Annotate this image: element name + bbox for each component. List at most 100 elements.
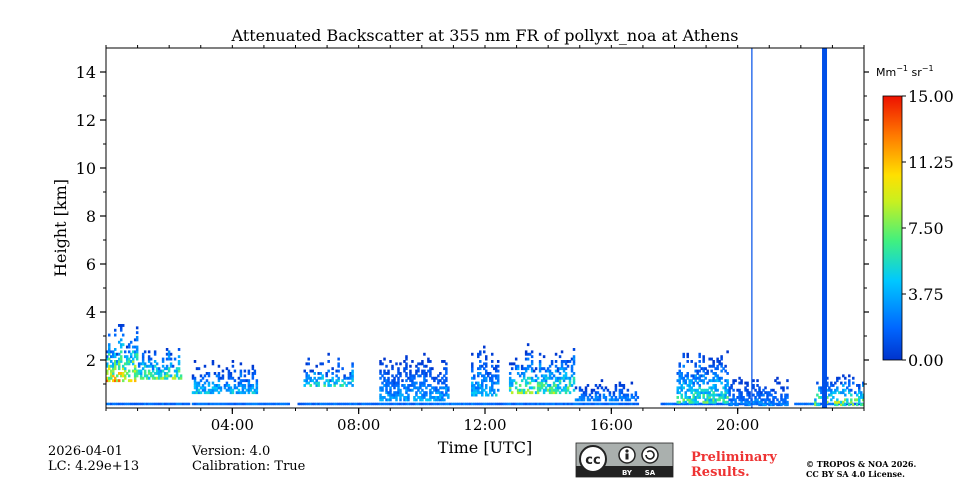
heat-cell — [706, 381, 709, 385]
heat-cell — [421, 393, 424, 397]
heat-cell — [678, 362, 681, 366]
heat-cell — [395, 384, 398, 387]
heat-cell — [135, 374, 139, 378]
heat-cell — [385, 386, 388, 390]
heat-cell — [846, 386, 849, 390]
heat-cell — [550, 386, 554, 390]
heat-cell — [193, 379, 197, 383]
heat-cell — [724, 400, 727, 404]
heat-cell — [383, 402, 386, 406]
heat-cell — [624, 393, 628, 397]
heat-cell — [173, 369, 177, 373]
heat-cell — [802, 402, 805, 406]
heat-cell — [720, 364, 723, 368]
heat-cell — [526, 364, 530, 368]
heat-cell — [496, 369, 500, 373]
heat-cell — [233, 369, 237, 373]
heat-cell — [612, 393, 616, 397]
heat-cell — [858, 388, 861, 392]
vertical-streak — [751, 48, 753, 408]
heat-cell — [119, 326, 123, 330]
heat-cell — [387, 398, 390, 402]
heat-cell — [165, 357, 169, 361]
heat-cell — [425, 402, 428, 406]
heat-cell — [518, 391, 522, 395]
heat-cell — [548, 386, 552, 390]
heat-cell — [219, 388, 223, 392]
heat-cell — [477, 372, 480, 375]
heat-cell — [427, 384, 430, 387]
heat-cell — [578, 388, 582, 392]
heat-cell — [135, 345, 139, 349]
heat-cell — [520, 364, 524, 368]
heat-cell — [600, 402, 604, 406]
heat-cell — [421, 372, 424, 375]
heat-cell — [397, 381, 400, 385]
heat-cell — [734, 403, 737, 407]
heat-cell — [133, 379, 137, 383]
heat-cell — [552, 384, 556, 387]
heat-cell — [165, 402, 169, 406]
heat-cell — [508, 372, 512, 375]
heat-cell — [686, 355, 689, 359]
heat-cell — [129, 379, 133, 383]
heat-cell — [437, 396, 440, 399]
heat-cell — [676, 388, 679, 392]
heat-cell — [123, 402, 127, 406]
heat-cell — [762, 398, 765, 402]
heat-cell — [718, 396, 721, 399]
heat-cell — [173, 376, 177, 380]
heat-cell — [251, 364, 255, 368]
heat-cell — [135, 402, 139, 406]
heat-cell — [764, 400, 767, 404]
heat-cell — [684, 379, 687, 383]
heat-cell — [349, 402, 352, 406]
heat-cell — [405, 367, 408, 371]
heat-cell — [542, 374, 546, 378]
heat-cell — [528, 391, 532, 395]
heat-cell — [441, 381, 444, 385]
heat-cell — [349, 372, 352, 375]
heat-cell — [107, 352, 111, 356]
heat-cell — [614, 396, 618, 399]
heat-cell — [343, 374, 346, 378]
heat-cell — [443, 367, 446, 371]
heat-cell — [439, 393, 442, 397]
heat-cell — [536, 388, 540, 392]
heat-cell — [133, 352, 137, 356]
heat-cell — [834, 391, 837, 395]
heat-cell — [692, 374, 695, 378]
heat-cell — [570, 384, 574, 387]
heat-cell — [690, 402, 693, 406]
heat-cell — [437, 398, 440, 402]
heat-cell — [439, 379, 442, 383]
heat-cell — [680, 396, 683, 399]
heat-cell — [127, 362, 131, 366]
heat-cell — [106, 362, 109, 366]
heat-cell — [720, 396, 723, 399]
heat-cell — [157, 367, 161, 371]
heat-cell — [239, 372, 243, 375]
heat-cell — [604, 386, 608, 390]
heat-cell — [477, 367, 480, 371]
heat-cell — [742, 396, 745, 399]
heat-cell — [427, 369, 430, 373]
heat-cell — [726, 396, 729, 399]
heat-cell — [147, 350, 151, 354]
heat-cell — [137, 364, 141, 368]
heat-cell — [127, 343, 131, 347]
heat-cell — [704, 398, 707, 402]
heat-cell — [598, 402, 602, 406]
heat-cell — [690, 400, 693, 404]
heat-cell — [129, 352, 133, 356]
heat-cell — [490, 360, 494, 363]
heat-cell — [772, 403, 775, 407]
heat-cell — [562, 376, 566, 380]
heat-cell — [842, 400, 845, 404]
heat-cell — [119, 345, 123, 349]
heat-cell — [415, 386, 418, 390]
heat-cell — [477, 381, 480, 385]
heat-cell — [419, 402, 422, 406]
heat-cell — [371, 402, 374, 406]
heat-cell — [694, 362, 697, 366]
